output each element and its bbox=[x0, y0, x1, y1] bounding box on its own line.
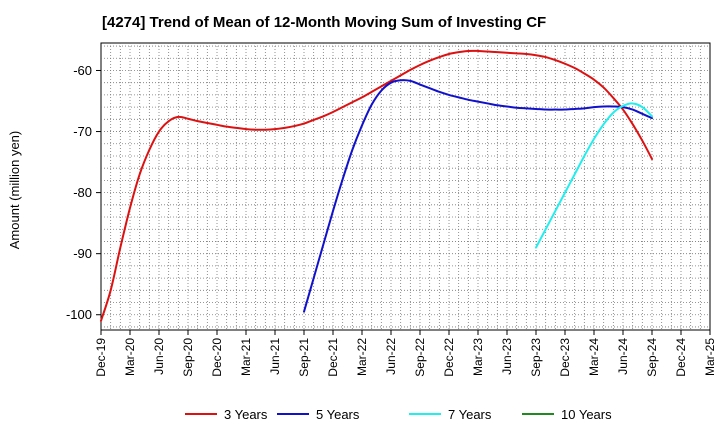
x-tick-label: Jun-21 bbox=[268, 338, 282, 375]
x-tick-label: Mar-21 bbox=[239, 338, 253, 376]
y-tick-label: -100 bbox=[66, 307, 92, 322]
series-lines bbox=[100, 49, 653, 322]
x-tick-label: Jun-24 bbox=[616, 338, 630, 375]
plot-frame bbox=[100, 42, 711, 331]
x-tick-label: Mar-25 bbox=[703, 338, 717, 376]
y-axis: -60 -70 -80 -90 -100 bbox=[66, 63, 101, 322]
x-tick-label: Dec-23 bbox=[558, 338, 572, 377]
legend-label-7-years: 7 Years bbox=[448, 407, 492, 422]
x-tick-label: Jun-23 bbox=[500, 338, 514, 375]
x-tick-label: Mar-23 bbox=[471, 338, 485, 376]
x-tick-label: Mar-22 bbox=[355, 338, 369, 376]
x-tick-label: Sep-22 bbox=[413, 338, 427, 377]
legend: 3 Years 5 Years 7 Years 10 Years bbox=[185, 407, 612, 422]
x-tick-label: Dec-22 bbox=[442, 338, 456, 377]
x-tick-label: Mar-24 bbox=[587, 338, 601, 376]
x-tick-label: Sep-21 bbox=[297, 338, 311, 377]
y-tick-label: -70 bbox=[73, 124, 92, 139]
x-tick-label: Sep-20 bbox=[181, 338, 195, 377]
legend-label-3-years: 3 Years bbox=[224, 407, 268, 422]
plot-area bbox=[100, 42, 711, 331]
x-tick-label: Mar-20 bbox=[123, 338, 137, 376]
series-line-7-years bbox=[535, 102, 653, 249]
y-axis-label: Amount (million yen) bbox=[7, 131, 22, 250]
grid-lines bbox=[101, 43, 710, 330]
x-tick-label: Sep-23 bbox=[529, 338, 543, 377]
y-tick-label: -80 bbox=[73, 185, 92, 200]
x-tick-label: Dec-19 bbox=[94, 338, 108, 377]
x-tick-label: Dec-21 bbox=[326, 338, 340, 377]
series-line-3-years bbox=[100, 49, 653, 322]
x-tick-label: Jun-20 bbox=[152, 338, 166, 375]
x-axis: Dec-19 Mar-20 Jun-20 Sep-20 Dec-20 Mar-21 Jun-… bbox=[94, 330, 717, 377]
x-tick-label: Dec-20 bbox=[210, 338, 224, 377]
y-tick-label: -60 bbox=[73, 63, 92, 78]
legend-label-10-years: 10 Years bbox=[561, 407, 612, 422]
legend-label-5-years: 5 Years bbox=[316, 407, 360, 422]
x-tick-label: Sep-24 bbox=[645, 338, 659, 377]
x-tick-label: Dec-24 bbox=[674, 338, 688, 377]
series-line-5-years bbox=[303, 79, 653, 313]
y-tick-label: -90 bbox=[73, 246, 92, 261]
x-tick-label: Jun-22 bbox=[384, 338, 398, 375]
chart-title: [4274] Trend of Mean of 12-Month Moving … bbox=[102, 14, 547, 31]
